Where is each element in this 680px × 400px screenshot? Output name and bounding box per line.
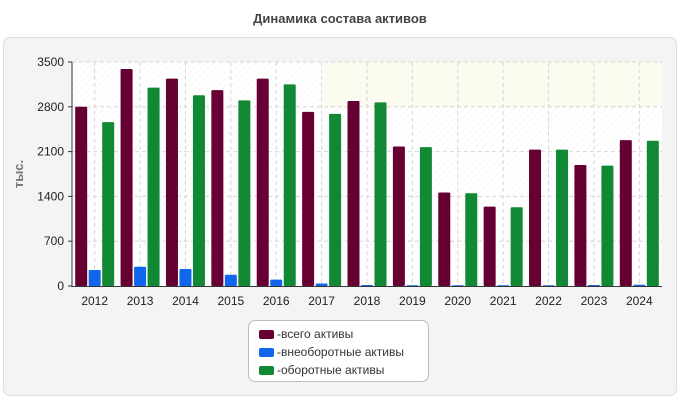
legend-label: всего активы <box>281 327 354 341</box>
bar-7-0[interactable] <box>392 146 405 286</box>
bar-11-0[interactable] <box>574 165 587 286</box>
bar-11-1[interactable] <box>587 285 600 286</box>
bar-2-1[interactable] <box>179 269 192 286</box>
bar-10-2[interactable] <box>556 149 569 286</box>
chart-title: Динамика состава активов <box>253 11 427 26</box>
bar-11-2[interactable] <box>601 165 614 286</box>
legend-prefix: - <box>277 345 281 359</box>
bar-4-0[interactable] <box>256 78 269 286</box>
legend: - всего активы - внеоборотные активы - о… <box>248 320 429 382</box>
bar-4-1[interactable] <box>270 279 283 286</box>
bar-4-2[interactable] <box>283 84 296 287</box>
bar-12-0[interactable] <box>619 140 632 286</box>
x-tick-label: 2022 <box>535 294 562 308</box>
bar-7-2[interactable] <box>419 147 432 286</box>
legend-prefix: - <box>277 327 281 341</box>
bar-8-2[interactable] <box>465 193 478 286</box>
x-tick-labels: 2012 2013 2014 2015 2016 2017 2018 2019 2020 2021… <box>81 294 653 308</box>
y-tick-label: 1400 <box>37 189 64 203</box>
x-tick-label: 2014 <box>172 294 199 308</box>
x-tick-label: 2012 <box>81 294 108 308</box>
bar-3-0[interactable] <box>211 90 224 286</box>
bar-5-0[interactable] <box>302 111 315 286</box>
y-tick-label: 0 <box>57 279 64 293</box>
y-axis-label: тыс. <box>11 160 26 188</box>
legend-label: оборотные активы <box>281 363 385 377</box>
x-tick-label: 2013 <box>127 294 154 308</box>
bar-6-2[interactable] <box>374 102 387 286</box>
x-tick-label: 2018 <box>354 294 381 308</box>
x-tick-label: 2021 <box>490 294 517 308</box>
y-tick-label: 700 <box>44 234 64 248</box>
bar-2-0[interactable] <box>165 78 178 286</box>
x-tick-label: 2024 <box>626 294 653 308</box>
x-tick-label: 2023 <box>581 294 608 308</box>
legend-item-total-assets[interactable]: - всего активы <box>259 325 428 343</box>
y-tick-label: 2100 <box>37 145 64 159</box>
x-tick-label: 2020 <box>444 294 471 308</box>
bar-2-2[interactable] <box>192 95 205 286</box>
x-tick-label: 2017 <box>308 294 335 308</box>
bar-7-1[interactable] <box>406 285 419 286</box>
bar-8-0[interactable] <box>438 192 451 286</box>
bar-9-0[interactable] <box>483 206 496 286</box>
bars <box>75 69 659 287</box>
bar-0-1[interactable] <box>88 270 101 286</box>
bar-3-2[interactable] <box>238 100 251 287</box>
bar-10-1[interactable] <box>542 285 555 286</box>
x-tick-label: 2015 <box>217 294 244 308</box>
bar-1-0[interactable] <box>120 69 133 286</box>
legend-item-current-assets[interactable]: - оборотные активы <box>259 361 428 379</box>
legend-prefix: - <box>277 363 281 377</box>
y-tick-label: 2800 <box>37 100 64 114</box>
x-tick-label: 2016 <box>263 294 290 308</box>
x-tick-label: 2019 <box>399 294 426 308</box>
plot-highlight-band <box>325 62 662 107</box>
legend-swatch <box>259 365 274 375</box>
bar-12-1[interactable] <box>633 284 646 286</box>
bar-10-0[interactable] <box>529 149 542 286</box>
legend-swatch <box>259 347 274 357</box>
bar-9-1[interactable] <box>497 285 510 286</box>
bar-6-1[interactable] <box>361 285 373 286</box>
bar-12-2[interactable] <box>646 140 659 286</box>
legend-item-noncurrent-assets[interactable]: - внеоборотные активы <box>259 343 428 361</box>
bar-5-2[interactable] <box>329 113 342 286</box>
legend-label: внеоборотные активы <box>281 345 404 359</box>
y-tick-label: 3500 <box>37 55 64 69</box>
bar-1-2[interactable] <box>147 87 160 286</box>
bar-6-0[interactable] <box>347 101 360 286</box>
bar-0-2[interactable] <box>102 122 115 286</box>
bar-9-2[interactable] <box>510 207 523 286</box>
bar-3-1[interactable] <box>224 274 237 286</box>
legend-swatch <box>259 329 274 339</box>
bar-0-0[interactable] <box>75 106 88 286</box>
bar-5-1[interactable] <box>315 283 328 286</box>
bar-1-1[interactable] <box>134 266 147 286</box>
y-tick-labels: 0 700 1400 2100 2800 3500 <box>37 55 72 293</box>
bar-8-1[interactable] <box>451 285 464 286</box>
